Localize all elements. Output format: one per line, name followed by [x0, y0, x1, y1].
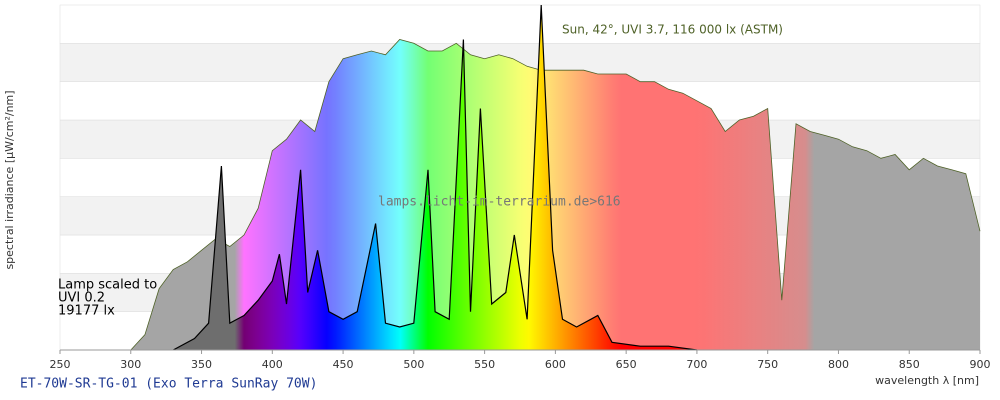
- x-tick-label: 300: [120, 358, 141, 371]
- x-tick-label: 250: [50, 358, 71, 371]
- x-tick-label: 900: [970, 358, 991, 371]
- area: [173, 5, 697, 350]
- line: [172, 4, 697, 351]
- x-tick-label: 400: [262, 358, 283, 371]
- x-tick-label: 650: [616, 358, 637, 371]
- x-axis-label: wavelength λ [nm]: [875, 374, 979, 387]
- series-label: Sun, 42°, UVI 3.7, 116 000 lx (ASTM): [562, 23, 783, 37]
- y-axis-label: spectral irradiance [µW/cm²/nm]: [3, 90, 16, 269]
- x-tick-label: 700: [686, 358, 707, 371]
- watermark: lamps.licht-im-terrarium.de>616: [378, 195, 621, 210]
- x-tick-label: 550: [474, 358, 495, 371]
- area: [130, 39, 981, 350]
- footer-title: ET-70W-SR-TG-01 (Exo Terra SunRay 70W): [20, 377, 317, 392]
- annotation: UVI 0.2: [58, 291, 105, 306]
- x-tick-label: 600: [545, 358, 566, 371]
- line: [130, 39, 981, 351]
- x-tick-label: 500: [403, 358, 424, 371]
- annotation: 19177 lx: [58, 304, 115, 319]
- x-tick-label: 750: [757, 358, 778, 371]
- x-tick-label: 850: [899, 358, 920, 371]
- x-tick-label: 450: [333, 358, 354, 371]
- x-tick-label: 350: [191, 358, 212, 371]
- band: [59, 4, 981, 44]
- x-tick-label: 800: [828, 358, 849, 371]
- annotation: Lamp scaled to: [58, 278, 157, 293]
